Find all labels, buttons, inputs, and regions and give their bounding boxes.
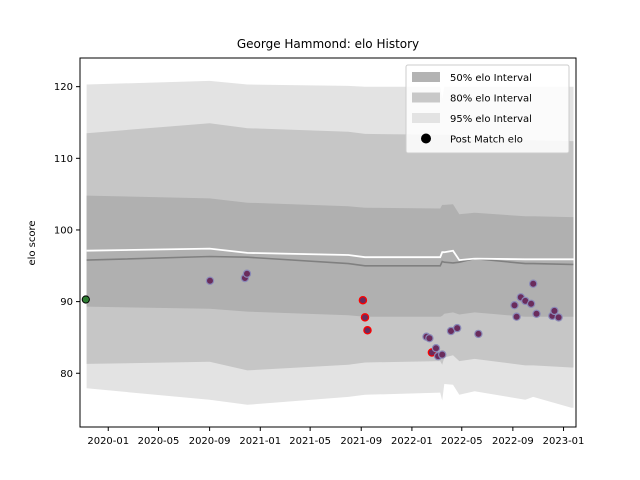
data-point-9 [425,334,434,343]
data-point-23 [532,309,541,318]
legend-swatch-2 [412,92,440,103]
x-tick-label-2020-05: 2020-05 [138,436,180,447]
axes: 80 90 100 110 120 2020-01 2020-05 2020-09 2021-0… [54,57,585,447]
interval-bands [86,80,574,408]
post-match-points [81,269,563,361]
y-tick-label-80: 80 [60,369,73,380]
x-tick-label-2021-05: 2021-05 [289,436,331,447]
legend-marker-4 [421,133,431,144]
y-axis-label: elo score [27,220,38,265]
data-point-2 [205,276,215,285]
data-point-5 [358,295,368,305]
data-point-6 [360,313,370,322]
median-line [86,255,574,267]
band-50-interval [86,195,574,317]
data-point-26 [554,313,563,322]
legend-box [405,64,570,154]
x-tick-label-2022-09: 2022-09 [492,436,534,447]
x-tick-label-2020-01: 2020-01 [87,436,129,447]
data-point-11 [431,344,441,353]
data-point-16 [474,329,483,339]
legend-label-1: 50% elo Interval [450,73,532,84]
data-point-1 [81,295,90,304]
plot-frame [79,57,577,428]
data-point-7 [363,326,372,335]
legend: 50% elo Interval 80% elo Interval 95% elo … [405,64,570,154]
legend-swatch-3 [412,113,440,123]
x-tick-label-2021-09: 2021-09 [340,436,382,447]
data-point-13 [438,350,447,359]
chart-title: George Hammond: elo History [237,37,419,51]
trend-lines [86,247,574,267]
x-tick-label-2022-01: 2022-01 [391,436,433,447]
data-point-25 [550,306,559,316]
data-point-18 [512,312,521,321]
y-tick-label-120: 120 [54,82,73,93]
x-tick-label-2023-01: 2023-01 [543,436,585,447]
x-tick-label-2022-05: 2022-05 [441,436,483,447]
data-point-21 [526,299,536,308]
data-point-15 [453,323,462,333]
legend-label-3: 95% elo Interval [450,114,532,125]
x-tick-label-2020-09: 2020-09 [189,436,231,447]
mean-line [86,247,574,262]
data-point-4 [242,269,252,278]
y-tick-label-110: 110 [54,154,73,165]
legend-swatch-1 [412,72,440,82]
data-point-22 [529,279,538,288]
x-tick-label-2021-01: 2021-01 [239,436,281,447]
legend-label-4: Post Match elo [450,135,523,146]
y-tick-label-100: 100 [54,225,73,236]
y-tick-label-90: 90 [60,297,73,308]
data-point-17 [510,301,519,310]
legend-label-2: 80% elo Interval [450,94,532,105]
